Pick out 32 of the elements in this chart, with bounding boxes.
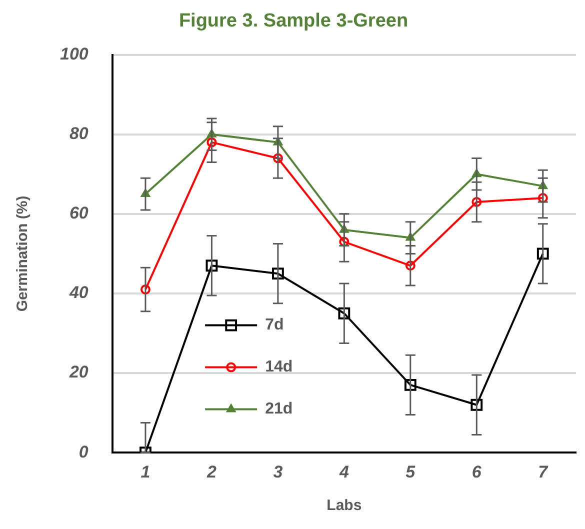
- x-tick-label: 5: [406, 462, 416, 482]
- legend-label: 21d: [265, 400, 293, 418]
- x-axis-title: Labs: [326, 497, 362, 514]
- point: [405, 260, 416, 271]
- point: [140, 284, 150, 294]
- point: [339, 236, 350, 247]
- legend-label: 14d: [265, 358, 293, 376]
- legend-label: 7d: [265, 316, 284, 334]
- point: [538, 193, 548, 204]
- y-tick-label: 100: [60, 44, 89, 64]
- point: [404, 379, 416, 391]
- y-tick-label: 0: [78, 442, 89, 462]
- x-tick-label: 1: [140, 462, 150, 482]
- y-axis-title: Germination (%): [14, 196, 32, 312]
- y-tick-label: 60: [69, 204, 89, 223]
- point: [272, 268, 284, 280]
- x-tick-label: 7: [538, 462, 550, 482]
- y-tick-label: 20: [68, 362, 89, 382]
- x-tick-label: 2: [206, 462, 217, 482]
- x-tick-label: 3: [273, 462, 284, 482]
- point: [206, 137, 217, 148]
- point: [470, 398, 483, 411]
- point: [272, 153, 283, 164]
- point: [472, 196, 482, 207]
- point: [536, 248, 549, 260]
- y-tick-label: 80: [69, 124, 89, 144]
- x-tick-label: 4: [338, 462, 350, 482]
- point: [338, 307, 350, 320]
- point: [206, 260, 218, 272]
- y-tick-label: 40: [68, 283, 89, 302]
- chart-title: Figure 3. Sample 3-Green: [178, 10, 408, 32]
- x-tick-label: 6: [472, 462, 482, 482]
